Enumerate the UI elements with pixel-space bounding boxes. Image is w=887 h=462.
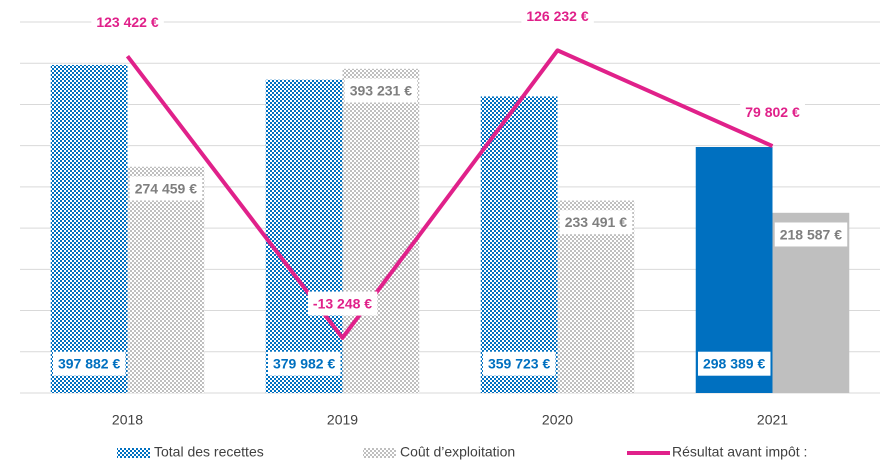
- data-label-bg: [774, 222, 848, 247]
- data-label-group: -13 248 €: [307, 291, 378, 316]
- data-label: 393 231 €: [350, 83, 412, 99]
- data-label-group: 123 422 €: [91, 9, 164, 34]
- bar: [50, 64, 128, 394]
- data-label-group: 218 587 €: [774, 222, 848, 247]
- data-label-bg: [521, 4, 594, 29]
- data-label: 359 723 €: [488, 356, 550, 372]
- data-label: 123 422 €: [96, 14, 158, 30]
- data-label-bg: [559, 210, 633, 235]
- data-label-bg: [129, 176, 203, 201]
- data-label-bg: [740, 99, 805, 124]
- bar: [265, 79, 343, 393]
- legend-swatch: [117, 448, 150, 458]
- data-label-group: 359 723 €: [482, 351, 556, 376]
- data-label: 233 491 €: [565, 214, 627, 230]
- x-tick-label: 2019: [327, 412, 358, 428]
- bar: [480, 96, 558, 393]
- data-label-group: 233 491 €: [559, 210, 633, 235]
- data-label-group: 298 389 €: [697, 351, 771, 376]
- data-label: -13 248 €: [313, 296, 372, 312]
- x-tick-label: 2020: [542, 412, 573, 428]
- data-label-bg: [91, 9, 164, 34]
- x-tick-label: 2018: [112, 412, 143, 428]
- data-label: 397 882 €: [58, 356, 120, 372]
- x-tick-label: 2021: [757, 412, 788, 428]
- data-label-bg: [697, 351, 771, 376]
- data-label-bg: [344, 78, 418, 103]
- data-label-bg: [52, 351, 126, 376]
- data-label-bg: [482, 351, 556, 376]
- data-label-group: 379 982 €: [267, 351, 341, 376]
- line: [125, 48, 774, 340]
- data-label-group: 393 231 €: [344, 78, 418, 103]
- data-label-group: 397 882 €: [52, 351, 126, 376]
- data-label: 298 389 €: [703, 356, 765, 372]
- legend-label: Résultat avant impôt :: [672, 444, 807, 460]
- data-label-bg: [307, 291, 378, 316]
- bar: [342, 68, 420, 393]
- data-label: 79 802 €: [745, 104, 800, 120]
- data-label-group: 274 459 €: [129, 176, 203, 201]
- data-label-group: 79 802 €: [740, 99, 805, 124]
- data-label: 126 232 €: [526, 8, 588, 24]
- legend-label: Coût d’exploitation: [400, 444, 515, 460]
- data-label: 274 459 €: [135, 180, 197, 196]
- data-label: 379 982 €: [273, 356, 335, 372]
- data-label-group: 126 232 €: [521, 4, 594, 29]
- legend-swatch: [363, 448, 396, 458]
- bar: [127, 166, 205, 393]
- data-label-bg: [267, 351, 341, 376]
- data-label: 218 587 €: [780, 226, 842, 242]
- legend-label: Total des recettes: [154, 444, 264, 460]
